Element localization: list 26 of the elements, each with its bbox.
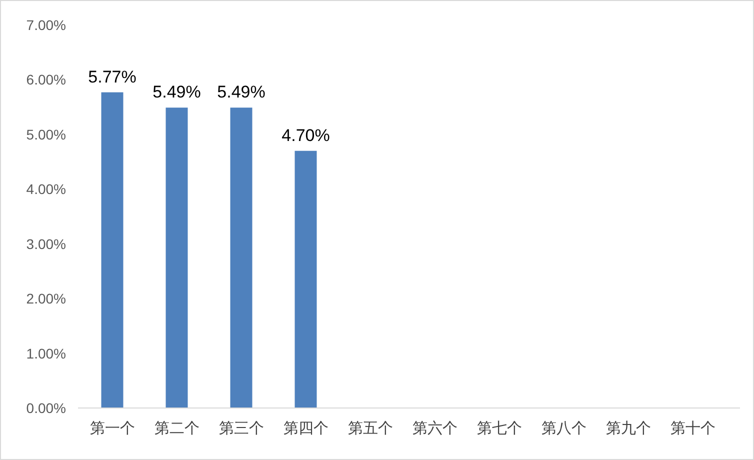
x-tick-label: 第三个 bbox=[218, 420, 264, 437]
x-tick-label: 第四个 bbox=[283, 420, 328, 437]
data-label: 5.77% bbox=[88, 67, 136, 86]
x-tick-label: 第五个 bbox=[348, 420, 393, 437]
x-tick-label: 第二个 bbox=[154, 420, 200, 437]
y-tick-label: 2.00% bbox=[26, 290, 66, 307]
y-tick-label: 7.00% bbox=[26, 17, 66, 33]
x-tick-label: 第一个 bbox=[90, 420, 135, 437]
bar bbox=[166, 108, 188, 408]
bar bbox=[294, 150, 317, 408]
x-tick-label: 第十个 bbox=[670, 420, 716, 437]
x-tick-label: 第六个 bbox=[412, 420, 458, 437]
bar bbox=[230, 108, 252, 408]
y-tick-label: 6.00% bbox=[26, 72, 66, 88]
x-tick-label: 第八个 bbox=[541, 420, 586, 437]
x-tick-label: 第七个 bbox=[476, 420, 522, 437]
bar bbox=[101, 92, 124, 408]
y-tick-label: 1.00% bbox=[26, 345, 66, 362]
y-tick-label: 0.00% bbox=[26, 400, 66, 416]
y-tick-label: 3.00% bbox=[26, 236, 66, 252]
x-tick-label: 第九个 bbox=[606, 420, 651, 437]
data-label: 4.70% bbox=[282, 126, 330, 145]
data-label: 5.49% bbox=[152, 82, 201, 102]
y-tick-label: 4.00% bbox=[26, 181, 66, 198]
y-tick-label: 5.00% bbox=[26, 126, 66, 142]
data-label: 5.49% bbox=[217, 82, 266, 102]
